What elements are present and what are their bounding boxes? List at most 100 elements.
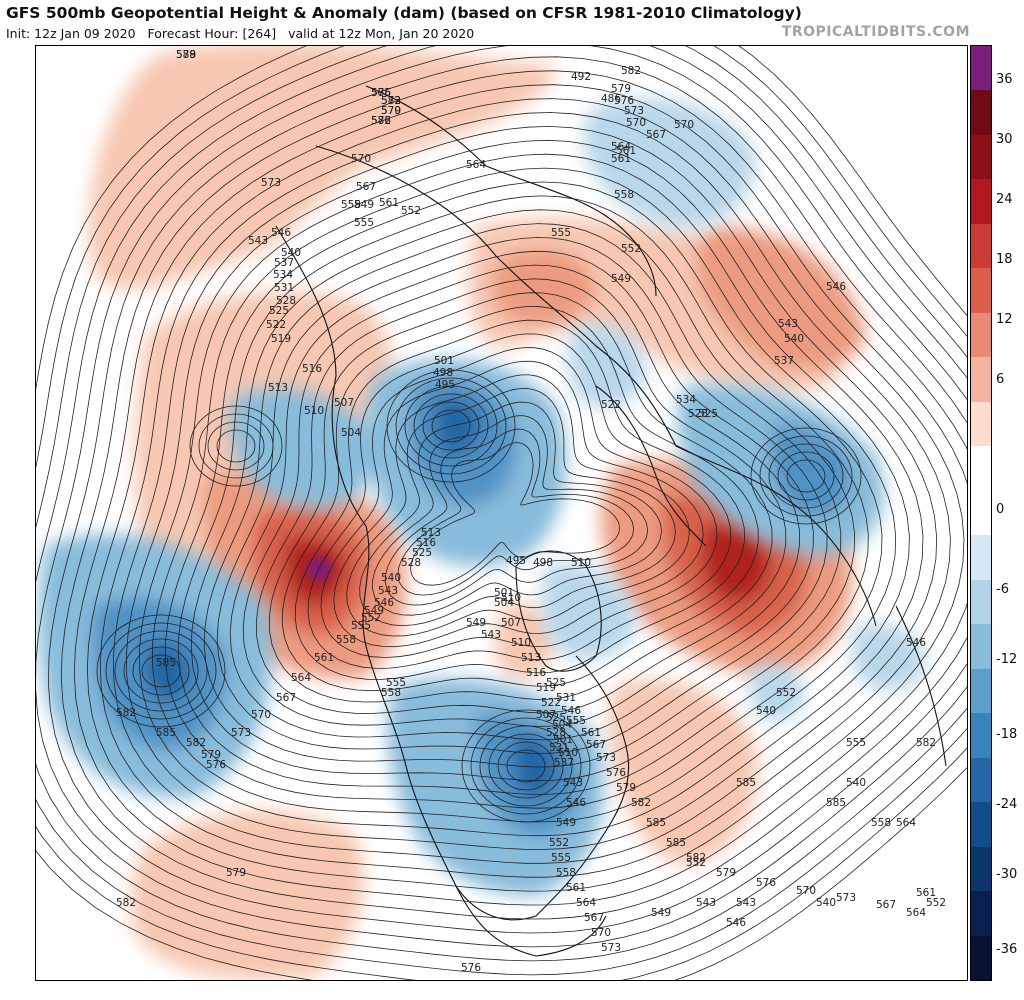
- anomaly-warm-subtropical-pacific: [130, 810, 364, 980]
- contour-label: 582: [686, 852, 706, 864]
- contour-label: 540: [756, 705, 776, 717]
- contour-label: 516: [416, 537, 436, 549]
- height-contour-line: [359, 388, 676, 627]
- contour-label: 525: [269, 305, 289, 317]
- contour-label: 543: [778, 318, 798, 330]
- contour-label: 495: [435, 379, 455, 391]
- contour-label: 537: [554, 757, 574, 769]
- contour-label: 507: [536, 709, 556, 721]
- contour-label: 498: [533, 557, 553, 569]
- contour-label: 585: [156, 657, 176, 669]
- contour-label: 552: [401, 205, 421, 217]
- contour-label: 582: [631, 797, 651, 809]
- contour-label: 585: [156, 727, 176, 739]
- height-contour-ring: [786, 459, 826, 493]
- height-contour-line: [242, 264, 800, 727]
- contour-label: 579: [176, 49, 196, 61]
- contour-label: 573: [261, 177, 281, 189]
- colorbar-segment: [971, 401, 991, 447]
- contour-labels: 5885855825795765735705675645615585555525…: [116, 49, 946, 974]
- height-contour-line: [203, 223, 842, 768]
- colorbar-segment: [971, 90, 991, 136]
- height-contour-ring: [141, 654, 181, 688]
- contour-label: 540: [816, 897, 836, 909]
- anomaly-cold-siberia: [583, 98, 756, 228]
- height-contour-ring: [216, 429, 256, 463]
- contour-label: 570: [591, 927, 611, 939]
- contour-label: 582: [186, 737, 206, 749]
- height-contour-ring: [105, 622, 217, 720]
- contour-label: 573: [596, 752, 616, 764]
- contour-label: 573: [381, 95, 401, 107]
- contour-label: 531: [556, 692, 576, 704]
- contour-label: 552: [776, 687, 796, 699]
- coastline-asia-north: [365, 85, 657, 297]
- contour-label: 576: [614, 95, 634, 107]
- contour-label: 561: [611, 153, 631, 165]
- contour-label: 561: [616, 145, 636, 157]
- contour-label: 549: [556, 817, 576, 829]
- height-contour-line: [229, 250, 814, 741]
- contour-label: 501: [494, 587, 514, 599]
- contour-label: 510: [571, 557, 591, 569]
- contour-label: 540: [381, 572, 401, 584]
- contour-label: 552: [361, 612, 381, 624]
- contour-label: 549: [364, 605, 384, 617]
- contour-label: 492: [571, 71, 591, 83]
- height-contour-line: [60, 70, 967, 920]
- contour-label: 525: [698, 408, 718, 420]
- contour-label: 534: [273, 269, 293, 281]
- contour-label: 573: [624, 105, 644, 117]
- anomaly-cold-scandinavia: [568, 323, 646, 408]
- contour-label: 504: [552, 719, 572, 731]
- height-contour-line: [255, 278, 787, 714]
- contour-label: 582: [371, 115, 391, 127]
- contour-label: 543: [481, 629, 501, 641]
- contour-label: 582: [381, 95, 401, 107]
- colorbar-tick-label: -6: [996, 582, 1009, 597]
- contour-label: 579: [201, 749, 221, 761]
- contour-label: 537: [774, 355, 794, 367]
- height-contour-ring: [404, 385, 498, 467]
- height-contour-ring: [461, 709, 591, 823]
- contour-label: 564: [291, 672, 311, 684]
- height-contour-line: [372, 401, 662, 616]
- contour-label: 570: [351, 153, 371, 165]
- contour-label: 555: [551, 227, 571, 239]
- contour-label: 576: [606, 767, 626, 779]
- contour-label: 561: [581, 727, 601, 739]
- height-contour-line: [294, 319, 746, 680]
- height-contour-line: [177, 195, 869, 795]
- height-contour-ring: [768, 443, 844, 509]
- contour-label: 516: [526, 667, 546, 679]
- contour-label: 522: [601, 399, 621, 411]
- contour-label: 567: [276, 692, 296, 704]
- contour-label: 585: [646, 817, 666, 829]
- height-contour-line: [384, 415, 649, 606]
- contour-label: 585: [666, 837, 686, 849]
- height-contour-line: [47, 56, 967, 934]
- anomaly-cold-europe-core: [771, 425, 851, 517]
- height-contour-ring: [395, 377, 507, 475]
- height-contour-ring: [488, 733, 564, 799]
- contour-label: 579: [226, 867, 246, 879]
- colorbar: [970, 45, 992, 981]
- contour-label: 504: [341, 427, 361, 439]
- contour-label: 555: [351, 620, 371, 632]
- contour-label: 513: [268, 382, 288, 394]
- contour-label: 579: [611, 83, 631, 95]
- contour-label: 561: [566, 882, 586, 894]
- height-contour-line: [86, 98, 965, 892]
- colorbar-segment: [971, 579, 991, 625]
- height-contour-line: [164, 181, 883, 809]
- contour-label: 543: [696, 897, 716, 909]
- anomaly-warm-north-pacific: [88, 46, 556, 289]
- colorbar-tick-label: 6: [996, 372, 1005, 387]
- contour-label: 579: [716, 867, 736, 879]
- anomaly-cold-canada-west: [230, 388, 376, 509]
- colorbar-tick-label: 30: [996, 132, 1013, 147]
- contour-label: 573: [601, 942, 621, 954]
- valid-time: valid at 12z Mon, Jan 20 2020: [288, 26, 475, 41]
- height-contour-line: [397, 428, 635, 596]
- height-contour-line: [190, 209, 856, 782]
